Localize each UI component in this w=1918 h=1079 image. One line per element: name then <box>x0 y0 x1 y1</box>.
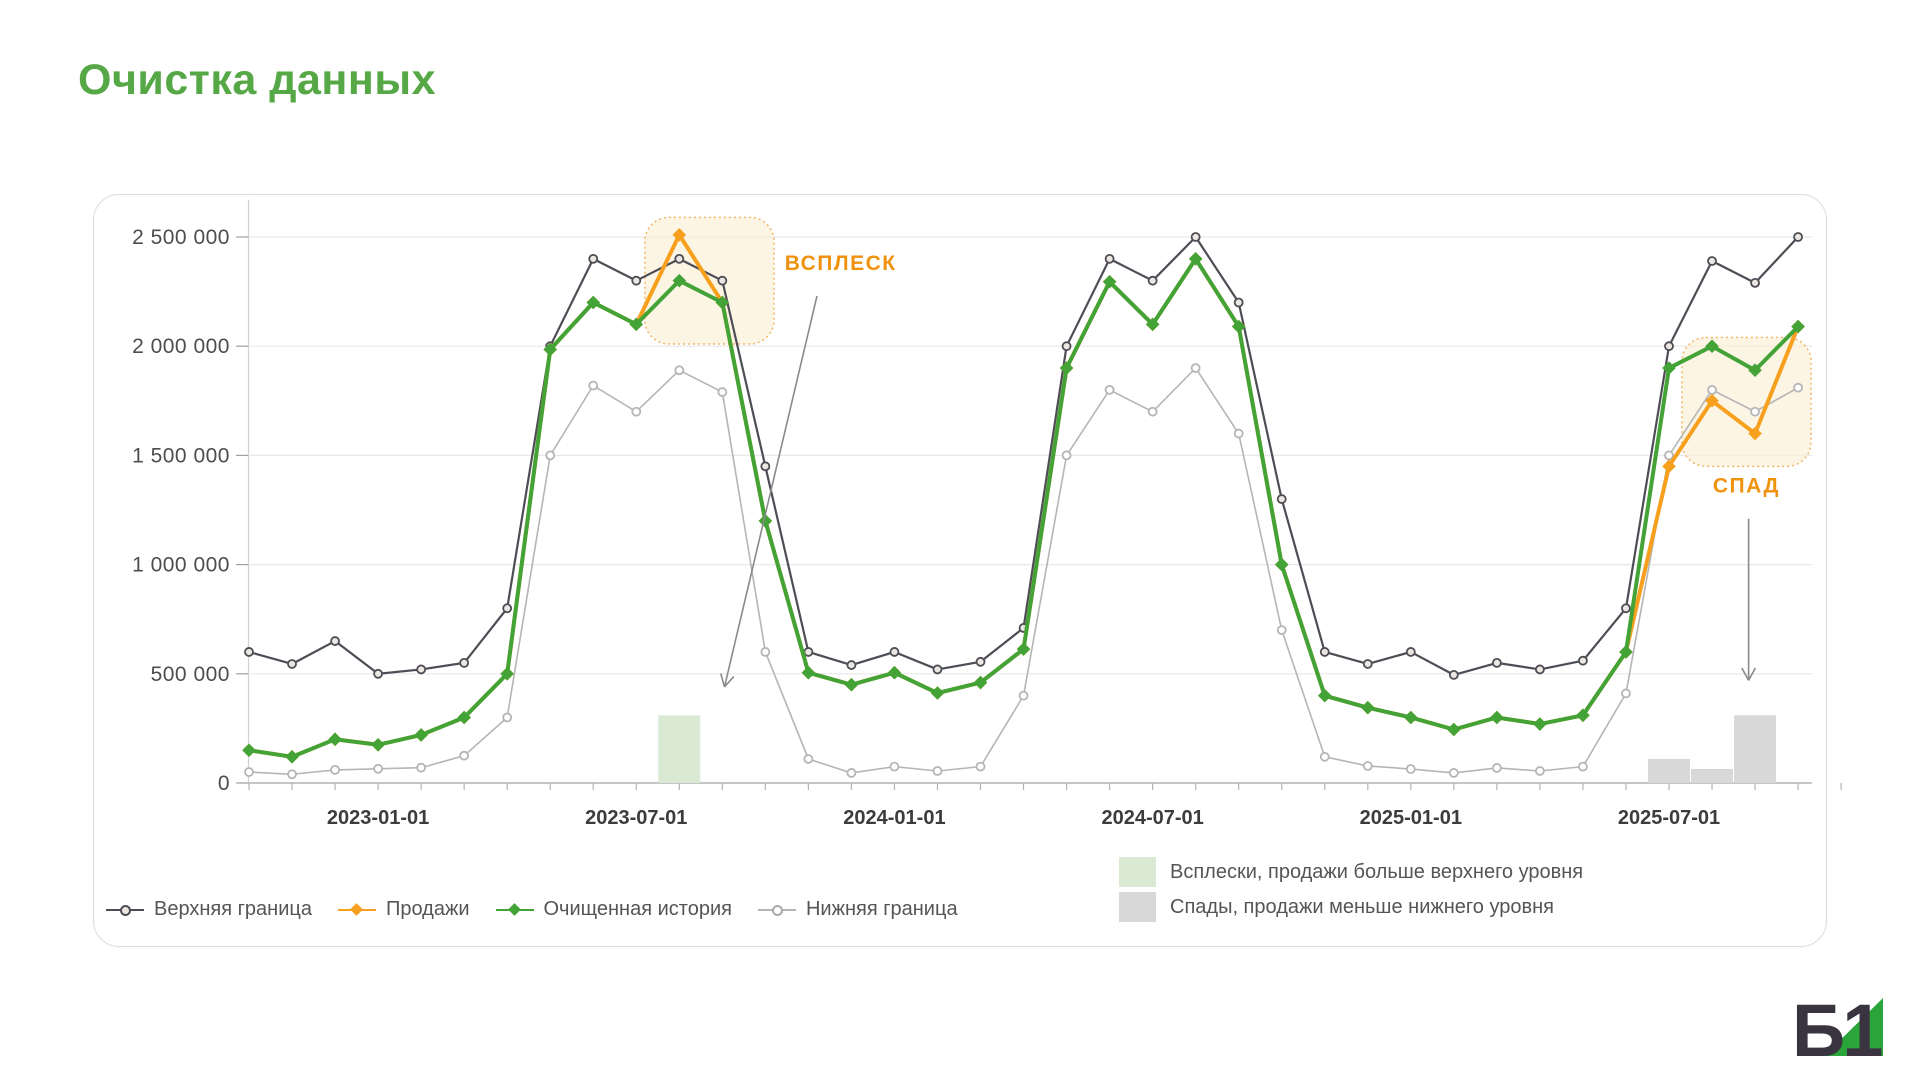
gridlines: 0 500 000 1 000 000 1 500 000 2 000 000 2 500… <box>132 226 1812 795</box>
y-axis-tick-label: 500 000 <box>151 663 230 686</box>
x-axis-tick-label: 2025-07-01 <box>1618 807 1720 829</box>
legend-item-upper-bound: Верхняя граница <box>106 898 312 921</box>
b1-logo-triangle <box>1824 998 1883 1056</box>
y-axis-tick-label: 0 <box>218 772 230 795</box>
legend-label-cleaned-history: Очищенная история <box>543 898 732 920</box>
series-Продажи <box>242 228 1805 764</box>
x-axis-tick-label: 2023-07-01 <box>585 807 687 829</box>
dip-annotation-arrow <box>1741 518 1757 681</box>
upper-bound-line-marker-icon <box>106 902 144 918</box>
y-axis-tick-label: 1 500 000 <box>132 444 230 467</box>
legend-item-spikes: Всплески, продажи больше верхнего уровня <box>1119 857 1583 887</box>
dip-annotation-label: СПАД <box>1713 475 1780 498</box>
legend-label-lower-bound: Нижняя граница <box>805 898 958 920</box>
b1-logo: Б1 <box>1792 992 1885 1066</box>
y-axis-tick-label: 2 500 000 <box>132 226 230 249</box>
series-Нижняя граница <box>244 363 1803 780</box>
line-legend: Верхняя граница Продажи Очищенная истори… <box>106 898 958 921</box>
legend-item-dips: Спады, продажи меньше нижнего уровня <box>1119 892 1583 922</box>
x-axis-month-ticks <box>248 783 1842 790</box>
lower-bound-line-marker-icon <box>757 902 796 918</box>
b1-logo-text: Б1 <box>1792 992 1882 1066</box>
spike-annotation-label: ВСПЛЕСК <box>785 252 897 275</box>
x-axis-tick-label: 2024-07-01 <box>1101 807 1203 829</box>
legend-label-upper-bound: Верхняя граница <box>154 898 312 920</box>
x-axis-tick-label: 2024-01-01 <box>843 807 945 829</box>
x-axis-tick-label: 2025-01-01 <box>1360 807 1462 829</box>
dip-highlight-box <box>1681 336 1812 468</box>
legend-label-spikes: Всплески, продажи больше верхнего уровня <box>1170 860 1584 883</box>
x-axis-tick-label: 2023-01-01 <box>327 807 429 829</box>
y-axis-tick-label: 1 000 000 <box>132 554 230 577</box>
y-axis-tick-label: 2 000 000 <box>132 335 230 358</box>
dip-swatch-icon <box>1119 892 1156 922</box>
area-legend: Всплески, продажи больше верхнего уровня… <box>1119 857 1583 922</box>
chart-card: Верхняя граница Продажи Очищенная истори… <box>93 194 1827 947</box>
spike-swatch-icon <box>1119 857 1156 887</box>
sales-line-marker-icon <box>337 902 376 918</box>
legend-item-cleaned-history: Очищенная история <box>495 898 732 921</box>
dip-bars <box>1647 715 1777 783</box>
spike-annotation-arrow <box>720 295 818 688</box>
cleaned-history-line-marker-icon <box>495 902 534 918</box>
legend-label-sales: Продажи <box>385 898 470 920</box>
legend-label-dips: Спады, продажи меньше нижнего уровня <box>1170 895 1554 918</box>
series-Очищенная история <box>242 252 1805 764</box>
spike-bars <box>658 715 701 783</box>
legend-item-lower-bound: Нижняя граница <box>757 898 958 921</box>
legend-item-sales: Продажи <box>337 898 470 921</box>
page-title: Очистка данных <box>78 56 436 104</box>
